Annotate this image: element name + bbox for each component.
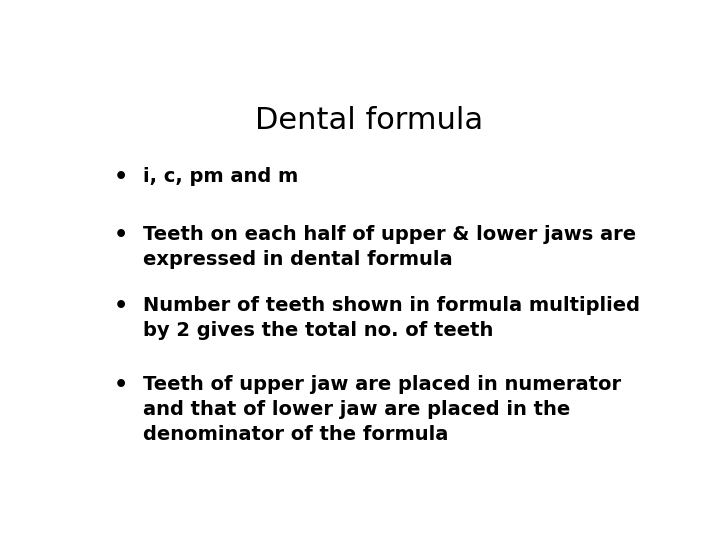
Text: Dental formula: Dental formula (255, 106, 483, 136)
Text: i, c, pm and m: i, c, pm and m (143, 167, 298, 186)
Text: •: • (114, 225, 128, 245)
Text: •: • (114, 375, 128, 395)
Text: Teeth on each half of upper & lower jaws are
expressed in dental formula: Teeth on each half of upper & lower jaws… (143, 225, 636, 269)
Text: Number of teeth shown in formula multiplied
by 2 gives the total no. of teeth: Number of teeth shown in formula multipl… (143, 295, 640, 340)
Text: •: • (114, 295, 128, 315)
Text: •: • (114, 167, 128, 187)
Text: Teeth of upper jaw are placed in numerator
and that of lower jaw are placed in t: Teeth of upper jaw are placed in numerat… (143, 375, 621, 443)
